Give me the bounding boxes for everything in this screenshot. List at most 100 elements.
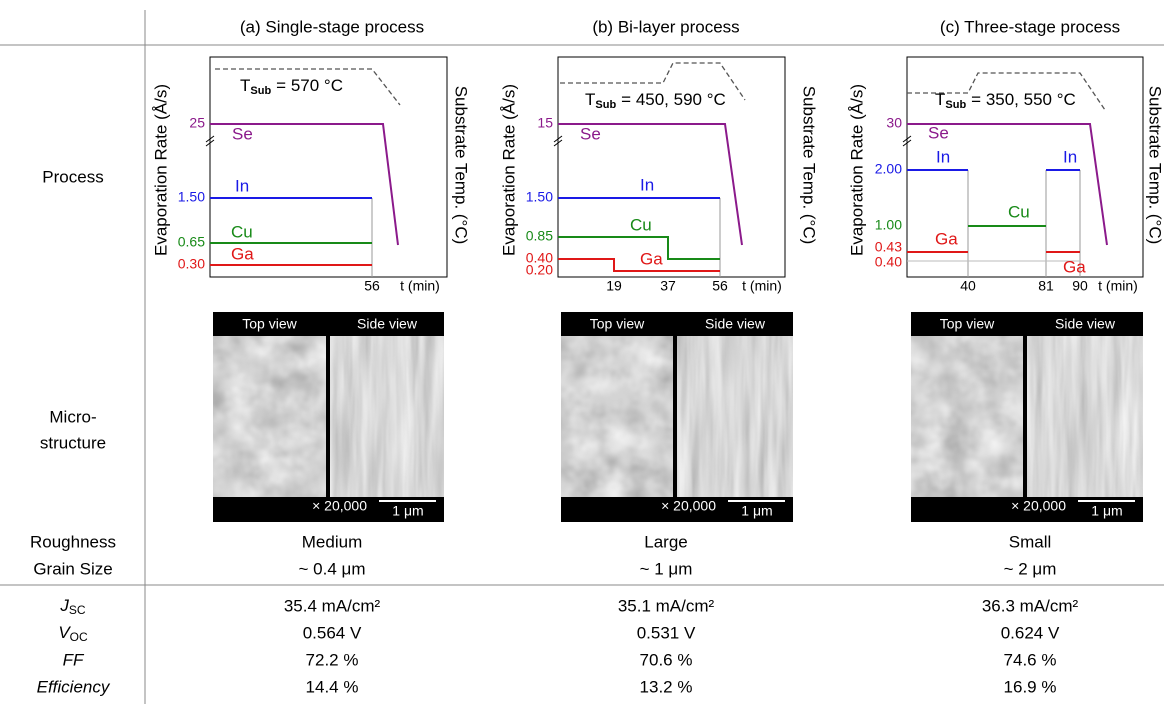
series-name: In — [235, 176, 249, 195]
sem-top-image — [561, 336, 673, 497]
row-label: structure — [40, 433, 106, 452]
efficiency-value: 13.2 % — [640, 677, 693, 696]
series-name: In — [1063, 147, 1077, 166]
series-name: Cu — [630, 215, 652, 234]
roughness-value: Small — [1009, 532, 1052, 551]
row-label: Roughness — [30, 532, 116, 551]
axis-break — [902, 135, 912, 147]
x-tick-label: 19 — [606, 278, 622, 294]
level-value: 0.30 — [178, 256, 205, 272]
sem-magnification: × 20,000 — [1011, 498, 1066, 514]
table-frame — [0, 10, 1164, 704]
row-label: VOC — [58, 623, 88, 644]
process-diagram: 15 Se 1.50 In 0.85 Cu 0.40 Ga 0.20 19 37 56 t (min) E… — [499, 56, 819, 294]
y2-axis-label: Substrate Temp. (°C) — [800, 86, 819, 245]
y-axis-label: Evaporation Rate (Å/s) — [847, 84, 866, 256]
series-name: In — [640, 175, 654, 194]
axis-break — [553, 135, 563, 147]
x-tick-label: 56 — [712, 278, 728, 294]
process-diagram: 25 Se 1.50 In 0.65 Cu 0.30 Ga 56 t (min) Evaporati… — [151, 56, 471, 294]
rate-profile — [558, 123, 743, 246]
series-name: Cu — [1008, 202, 1030, 221]
roughness-value: Medium — [302, 532, 362, 551]
series-name: Se — [580, 124, 601, 143]
row-label: JSC — [59, 596, 86, 617]
subscript: Sub — [595, 99, 616, 111]
level-value: 25 — [189, 115, 205, 131]
sem-panel: Top view Side view × 20,000 1 μm — [911, 312, 1143, 522]
y2-axis-label: Substrate Temp. (°C) — [1146, 86, 1164, 245]
column-header: (b) Bi-layer process — [592, 17, 739, 36]
sem-side-label: Side view — [357, 316, 418, 332]
level-value: 0.43 — [875, 239, 902, 255]
series-name: Se — [232, 124, 253, 143]
row-label: Efficiency — [37, 677, 111, 696]
series-name: Cu — [231, 222, 253, 241]
scale-label: 1 μm — [392, 503, 423, 519]
x-tick-label: 37 — [660, 278, 676, 294]
level-value: 15 — [537, 115, 553, 131]
x-tick-label: 40 — [960, 278, 976, 294]
sem-top-image — [911, 336, 1023, 497]
scale-label: 1 μm — [741, 503, 772, 519]
process-diagram: 30 Se 2.00 In In 1.00 Cu 0.43 Ga Ga 0.40 40 81 90 t (m… — [847, 56, 1164, 294]
sem-top-image — [213, 336, 326, 497]
x-axis-label: t (min) — [1098, 278, 1138, 294]
column-header: (a) Single-stage process — [240, 17, 424, 36]
series-name: Ga — [231, 244, 254, 263]
grain-size-value: ~ 2 μm — [1004, 559, 1057, 578]
sem-side-image — [1027, 336, 1143, 497]
level-value: 0.20 — [526, 262, 553, 278]
symbol: V — [58, 623, 71, 642]
efficiency-value: 14.4 % — [306, 677, 359, 696]
jsc-value: 35.1 mA/cm² — [618, 596, 715, 615]
sem-top-label: Top view — [590, 316, 645, 332]
y-axis-label: Evaporation Rate (Å/s) — [499, 84, 518, 256]
plot-frame — [209, 56, 448, 278]
x-tick-label: 56 — [364, 278, 380, 294]
roughness-value: Large — [644, 532, 687, 551]
x-axis-label: t (min) — [400, 278, 440, 294]
ff-value: 70.6 % — [640, 650, 693, 669]
ff-value: 74.6 % — [1004, 650, 1057, 669]
rate-profile — [210, 123, 399, 246]
series-name: Ga — [1063, 257, 1086, 276]
y2-axis-label: Substrate Temp. (°C) — [452, 86, 471, 245]
temperature-profile — [560, 62, 746, 101]
content: (a) Single-stage process (b) Bi-layer pro… — [30, 17, 1164, 696]
subscript: SC — [69, 603, 86, 617]
x-axis-label: t (min) — [742, 278, 782, 294]
voc-value: 0.624 V — [1001, 623, 1060, 642]
temperature-profile — [215, 68, 401, 106]
symbol: J — [59, 596, 69, 615]
level-value: 1.50 — [526, 189, 553, 205]
symbol: T — [585, 90, 595, 109]
temperature-value: = 350, 550 °C — [971, 90, 1076, 109]
plot-frame — [557, 56, 786, 278]
subscript: OC — [70, 630, 88, 644]
x-tick-label: 81 — [1038, 278, 1054, 294]
y-axis-label: Evaporation Rate (Å/s) — [151, 84, 170, 256]
row-label: Grain Size — [33, 559, 112, 578]
efficiency-value: 16.9 % — [1004, 677, 1057, 696]
symbol: T — [240, 76, 250, 95]
plot-frame — [906, 56, 1144, 278]
level-value: 0.40 — [526, 250, 553, 266]
x-tick-label: 90 — [1072, 278, 1088, 294]
rate-profile — [558, 236, 720, 260]
sem-panel: Top view Side view × 20,000 1 μm — [561, 312, 793, 522]
rate-profile — [907, 123, 1108, 246]
series-name: In — [936, 147, 950, 166]
jsc-value: 35.4 mA/cm² — [284, 596, 381, 615]
symbol: T — [935, 90, 945, 109]
rate-profile — [558, 258, 720, 272]
series-name: Ga — [935, 229, 958, 248]
grain-size-value: ~ 1 μm — [640, 559, 693, 578]
temperature-profile — [907, 72, 1106, 111]
level-value: 1.50 — [178, 189, 205, 205]
level-value: 0.40 — [875, 254, 902, 270]
temperature-value: = 450, 590 °C — [621, 90, 726, 109]
row-label: Process — [42, 167, 103, 186]
voc-value: 0.564 V — [303, 623, 362, 642]
temperature-label: TSub = 570 °C — [240, 76, 343, 96]
